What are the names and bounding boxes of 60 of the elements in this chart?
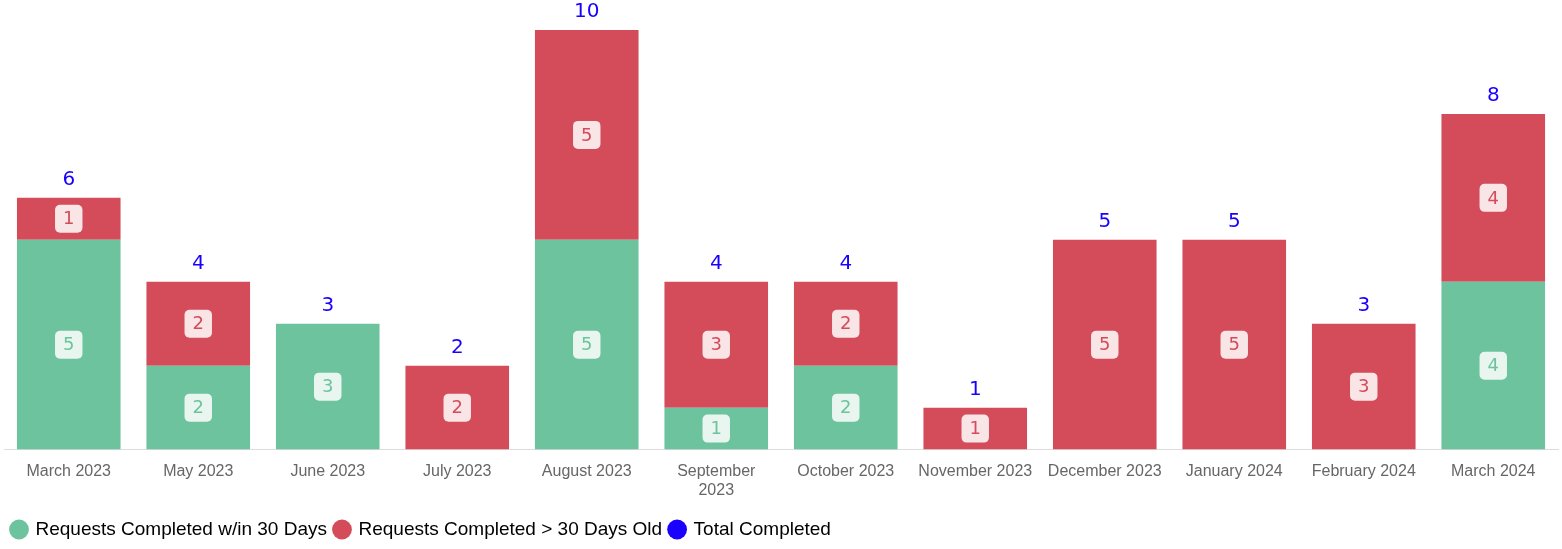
x-tick-label: August 2023 bbox=[541, 461, 632, 479]
bar bbox=[664, 281, 769, 408]
data-label: 5 bbox=[1228, 333, 1240, 355]
bar bbox=[793, 365, 898, 450]
bar bbox=[1052, 239, 1157, 450]
data-label: 3 bbox=[710, 333, 722, 355]
x-tick-label: November 2023 bbox=[918, 461, 1033, 479]
x-tick-label: March 2023 bbox=[26, 461, 112, 479]
total-label: 4 bbox=[709, 249, 723, 274]
x-tick-label: January 2024 bbox=[1185, 461, 1283, 479]
data-label: 4 bbox=[1487, 354, 1499, 376]
total-label: 6 bbox=[62, 166, 76, 191]
legend-label: Total Completed bbox=[693, 517, 831, 539]
bar bbox=[1441, 113, 1546, 282]
legend-label: Requests Completed w/in 30 Days bbox=[35, 517, 327, 539]
x-tick-label: September 2023 bbox=[677, 461, 757, 498]
legend-label: Requests Completed > 30 Days Old bbox=[358, 517, 663, 539]
total-label: 5 bbox=[1227, 208, 1241, 232]
total-label: 10 bbox=[574, 0, 600, 23]
total-label: 2 bbox=[450, 333, 464, 358]
data-label: 1 bbox=[63, 207, 75, 229]
data-label: 4 bbox=[1487, 186, 1499, 208]
bar bbox=[146, 365, 251, 450]
bar bbox=[793, 281, 898, 366]
data-label: 5 bbox=[1099, 333, 1111, 355]
x-tick-label: February 2024 bbox=[1311, 461, 1416, 479]
data-label: 2 bbox=[192, 396, 204, 418]
bar bbox=[534, 30, 639, 240]
x-tick-label: October 2023 bbox=[797, 461, 895, 479]
x-tick-label: July 2023 bbox=[423, 461, 492, 479]
bar bbox=[146, 281, 251, 366]
data-label: 5 bbox=[581, 333, 593, 355]
data-label: 3 bbox=[1358, 375, 1370, 397]
data-label: 1 bbox=[969, 417, 981, 439]
bar bbox=[534, 239, 639, 450]
data-label: 5 bbox=[63, 333, 75, 355]
bar bbox=[1311, 323, 1416, 450]
total-label: 4 bbox=[839, 249, 853, 274]
data-label: 2 bbox=[192, 312, 204, 334]
bar bbox=[405, 365, 510, 450]
total-label: 1 bbox=[968, 375, 982, 400]
data-label: 5 bbox=[581, 123, 593, 145]
x-tick-label: June 2023 bbox=[290, 461, 366, 479]
total-label: 3 bbox=[1357, 291, 1371, 316]
total-label: 3 bbox=[321, 291, 335, 316]
x-tick-label: December 2023 bbox=[1047, 461, 1162, 479]
x-tick-label: March 2024 bbox=[1451, 461, 1536, 479]
x-tick-label: May 2023 bbox=[163, 461, 234, 479]
total-label: 5 bbox=[1098, 208, 1112, 232]
total-label: 4 bbox=[191, 249, 205, 274]
data-label: 1 bbox=[710, 417, 722, 439]
data-label: 3 bbox=[322, 375, 334, 397]
bar bbox=[275, 323, 380, 450]
bar bbox=[16, 239, 121, 450]
bar bbox=[1441, 281, 1546, 450]
data-label: 2 bbox=[840, 396, 852, 418]
total-label: 8 bbox=[1486, 82, 1500, 107]
data-label: 2 bbox=[840, 312, 852, 334]
data-label: 2 bbox=[451, 396, 463, 418]
bar bbox=[1182, 239, 1287, 450]
